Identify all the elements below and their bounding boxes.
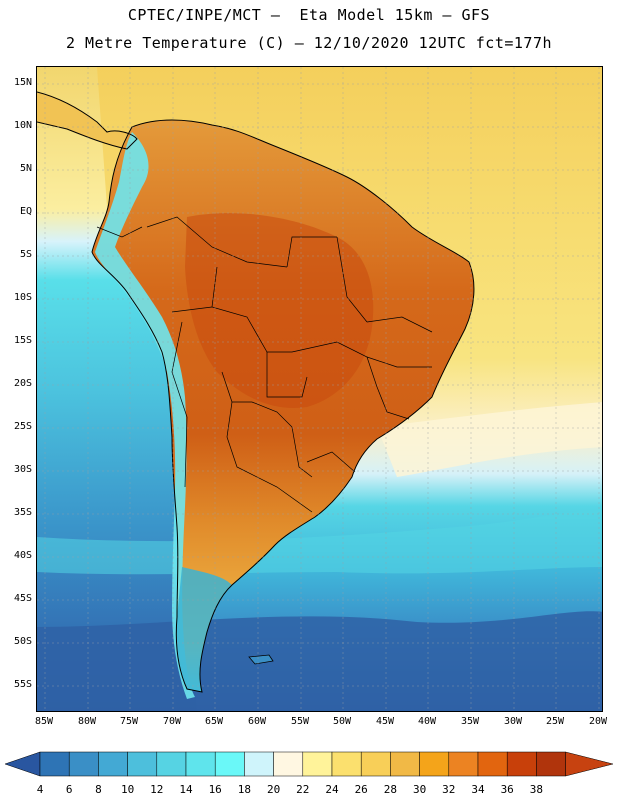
lat-label-40s: 40S [13, 550, 32, 561]
colorbar-arrow-right [565, 751, 614, 777]
lon-label-25w: 25W [545, 716, 565, 727]
colorbar-tick-label: 28 [383, 783, 398, 796]
lon-label-30w: 30W [503, 716, 523, 727]
colorbar-tick-label: 6 [65, 783, 73, 796]
map-title: CPTEC/INPE/MCT – Eta Model 15km – GFS [127, 6, 491, 24]
cold-southern-ocean [37, 611, 602, 711]
colorbar-swatch [302, 751, 333, 777]
colorbar-swatch [273, 751, 304, 777]
country-borders [96, 216, 433, 513]
temperature-map [37, 67, 602, 711]
colorbar-arrow-left [4, 751, 41, 777]
lat-label-5n: 5N [19, 163, 32, 174]
colorbar-swatch [419, 751, 450, 777]
colorbar-swatch [156, 751, 187, 777]
colorbar-tick-label: 26 [354, 783, 368, 796]
colorbar-swatch [331, 751, 362, 777]
colorbar-swatch [214, 751, 245, 777]
lat-label-10n: 10N [13, 120, 32, 131]
colorbar-tick-label: 18 [237, 783, 252, 796]
colorbar-tick-label: 20 [266, 783, 281, 796]
andes-cold-strip [95, 132, 195, 699]
central-america [37, 92, 137, 149]
colorbar-tick-label: 38 [529, 783, 544, 796]
lat-label-35s: 35S [13, 507, 32, 518]
colorbar-swatch [98, 751, 128, 777]
lat-label-30s: 30S [13, 464, 32, 475]
lon-label-80w: 80W [77, 716, 97, 727]
colorbar-tick-label: 14 [179, 783, 193, 796]
lon-label-40w: 40W [417, 716, 437, 727]
map-subtitle: 2 Metre Temperature (C) – 12/10/2020 12U… [65, 34, 553, 52]
colorbar-swatch [39, 751, 70, 777]
map-frame [36, 66, 603, 712]
patagonia-region [176, 567, 232, 692]
coastline [91, 119, 475, 693]
lon-label-45w: 45W [375, 716, 395, 727]
lat-label-45s: 45S [13, 593, 32, 604]
colorbar-swatch [506, 751, 537, 777]
lon-label-50w: 50W [332, 716, 352, 727]
lon-label-55w: 55W [290, 716, 310, 727]
colorbar-swatch [360, 751, 391, 777]
lon-label-65w: 65W [204, 716, 224, 727]
colorbar-swatch [244, 751, 274, 777]
colorbar-tick-label: 34 [471, 783, 485, 796]
lat-label-20s: 20S [13, 378, 32, 389]
colorbar-swatch [536, 751, 566, 777]
colorbar-tick-label: 36 [500, 783, 514, 796]
hot-core-region [185, 213, 374, 408]
lon-label-20w: 20W [588, 716, 608, 727]
colorbar-tick-label: 12 [150, 783, 164, 796]
colorbar-tick-label: 32 [442, 783, 456, 796]
colorbar [4, 751, 614, 777]
colorbar-tick-label: 30 [412, 783, 427, 796]
colorbar-tick-label: 4 [36, 783, 44, 796]
colorbar-tick-label: 10 [120, 783, 135, 796]
colorbar-swatch [390, 751, 420, 777]
lon-label-75w: 75W [119, 716, 139, 727]
colorbar-tick-label: 8 [95, 783, 102, 796]
lon-label-70w: 70W [162, 716, 182, 727]
lat-label-55s: 55S [13, 679, 32, 690]
lat-label-50s: 50S [13, 636, 32, 647]
lon-label-85w: 85W [34, 716, 54, 727]
lat-label-eq: EQ [19, 206, 32, 217]
lon-label-60w: 60W [247, 716, 267, 727]
colorbar-swatch [127, 751, 158, 777]
colorbar-swatch [68, 751, 99, 777]
lat-label-25s: 25S [13, 421, 32, 432]
colorbar-tick-label: 16 [208, 783, 222, 796]
lat-label-5s: 5S [19, 249, 32, 260]
colorbar-tick-label: 22 [296, 783, 310, 796]
colorbar-tick-label: 24 [325, 783, 339, 796]
falkland-islands [248, 654, 274, 665]
central-america-outline [37, 91, 138, 150]
lat-label-15s: 15S [13, 335, 32, 346]
colorbar-swatch [477, 751, 508, 777]
lon-label-35w: 35W [460, 716, 480, 727]
colorbar-swatch [185, 751, 216, 777]
warm-atlantic-tongue [377, 402, 602, 477]
lat-label-15n: 15N [13, 77, 32, 88]
colorbar-swatch [448, 751, 479, 777]
lat-label-10s: 10S [13, 292, 32, 303]
